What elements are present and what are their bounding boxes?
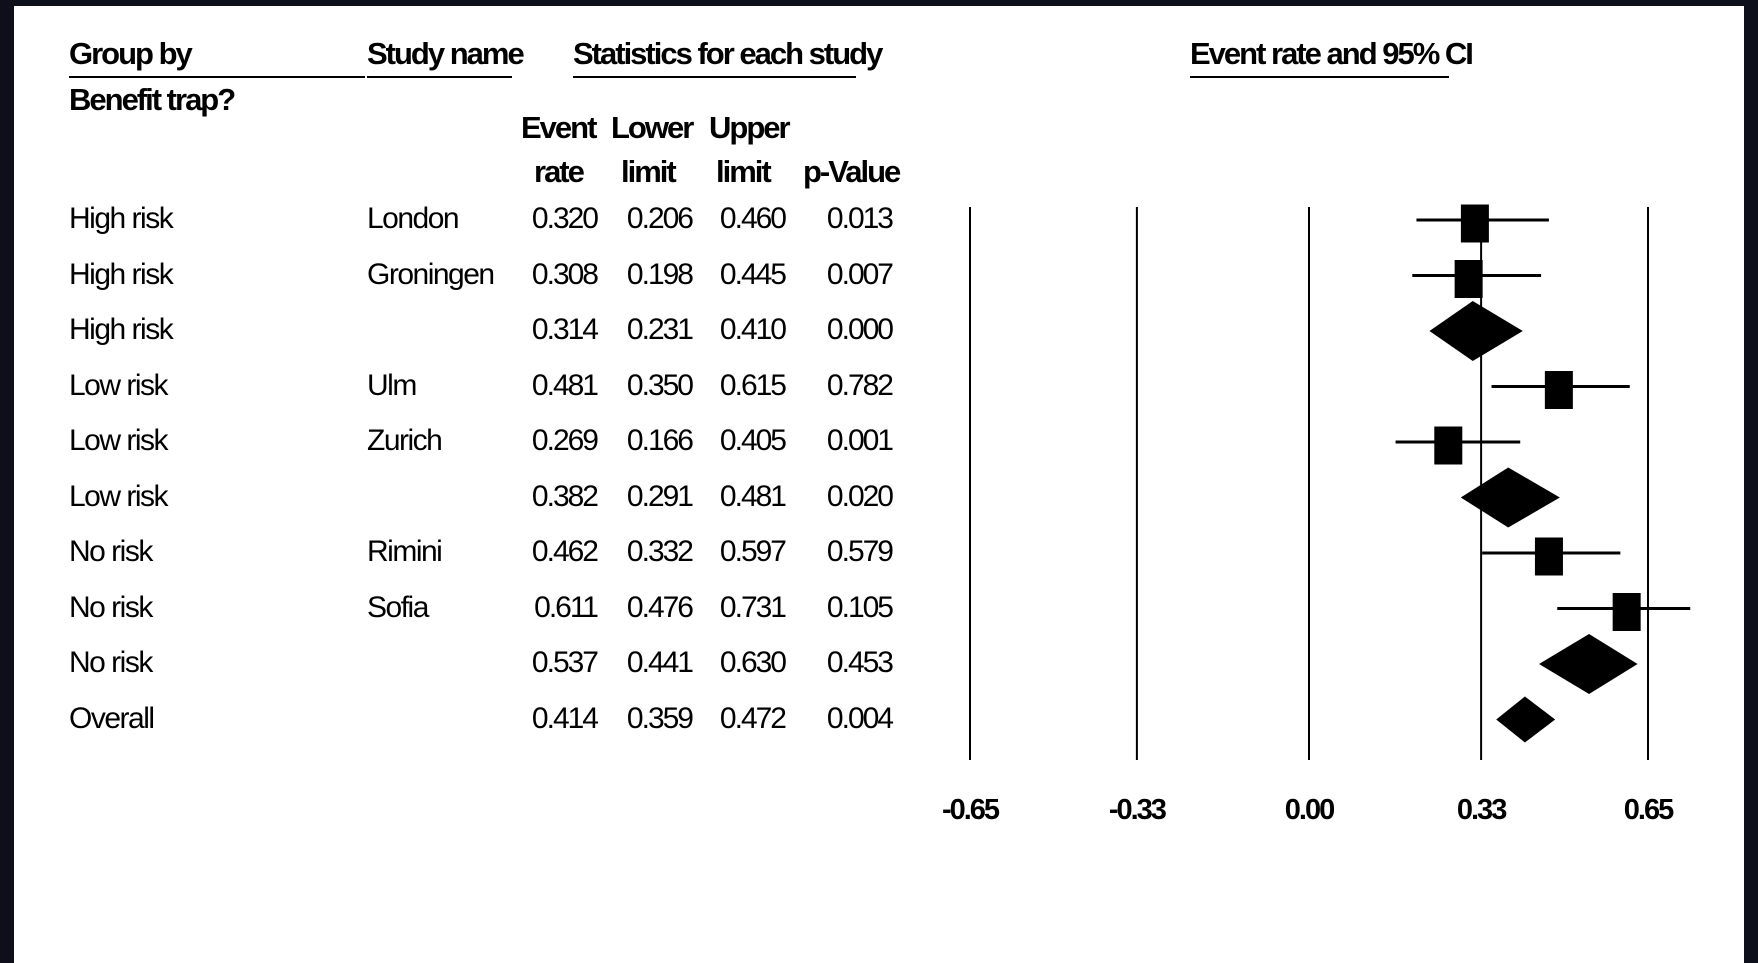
study-name-cell: Zurich [367,424,443,457]
group-cell: Overall [69,701,155,735]
event-rate-col-header-2: rate [534,154,585,189]
event-rate-ci-header: Event rate and 95% CI [1190,36,1474,71]
statistics-underline [573,76,856,78]
lower-limit-col-header-2: limit [621,154,677,189]
p-value-cell: 0.004 [826,701,894,735]
summary-diamond [1429,301,1523,361]
p-value-cell: 0.007 [826,257,894,291]
upper-limit-cell: 0.410 [719,313,787,346]
event-rate-cell: 0.308 [531,257,599,291]
event-rate-cell: 0.269 [531,424,599,457]
p-value-cell: 0.001 [826,424,894,457]
lower-limit-cell: 0.206 [626,202,694,235]
group-cell: Low risk [69,368,169,402]
upper-limit-cell: 0.405 [719,424,787,457]
study-name-underline [367,76,512,78]
p-value-cell: 0.013 [826,202,894,235]
study-name-cell: Ulm [367,368,417,402]
group-cell: No risk [69,646,153,679]
event-rate-cell: 0.481 [531,368,599,402]
group-cell: No risk [69,535,153,568]
p-value-cell: 0.020 [826,479,894,513]
lower-limit-cell: 0.441 [626,646,694,679]
upper-limit-cell: 0.597 [719,535,787,568]
x-tick-label: 0.65 [1624,794,1674,826]
event-rate-ci-underline [1190,76,1449,78]
group-cell: High risk [69,257,174,291]
lower-limit-cell: 0.359 [626,701,694,735]
point-estimate-square [1434,426,1463,465]
event-rate-cell: 0.414 [531,701,599,735]
x-tick-label: 0.33 [1457,794,1507,826]
summary-diamond [1496,696,1556,743]
upper-limit-cell: 0.731 [719,590,787,624]
lower-limit-cell: 0.231 [626,313,694,346]
study-name-cell: Sofia [367,590,429,624]
study-name-cell: Rimini [367,535,443,568]
forest-plot-svg: -0.65 -0.33 0.00 0.33 0.65 [942,204,1691,826]
p-value-cell: 0.105 [826,590,894,624]
lower-limit-col-header-1: Lower [611,110,694,145]
p-value-cell: 0.579 [826,535,894,568]
summary-diamond [1538,634,1638,694]
lower-limit-cell: 0.291 [626,479,694,513]
x-tick-label: -0.65 [942,794,1000,826]
event-rate-cell: 0.537 [531,646,599,679]
p-value-col-header: p-Value [803,154,901,189]
upper-limit-cell: 0.472 [719,701,787,735]
group-cell: High risk [69,313,174,346]
p-value-cell: 0.453 [826,646,894,679]
lower-limit-cell: 0.476 [626,590,694,624]
lower-limit-cell: 0.332 [626,535,694,568]
statistics-header: Statistics for each study [573,36,883,71]
x-tick-label: 0.00 [1285,794,1334,826]
upper-limit-cell: 0.615 [719,368,787,402]
lower-limit-cell: 0.166 [626,424,694,457]
p-value-cell: 0.000 [826,313,894,346]
study-name-cell: Groningen [367,257,495,291]
point-estimate-square [1612,593,1641,631]
lower-limit-cell: 0.350 [626,368,694,402]
x-tick-label: -0.33 [1109,794,1167,826]
point-estimate-square [1534,537,1563,576]
group-by-header: Group by [69,36,193,71]
upper-limit-cell: 0.445 [719,257,787,291]
event-rate-cell: 0.611 [534,590,599,624]
event-rate-cell: 0.462 [531,535,599,568]
event-rate-col-header-1: Event [521,110,597,145]
group-cell: Low risk [69,479,169,513]
study-name-header: Study name [367,36,525,71]
point-estimate-square [1460,204,1489,243]
group-by-header-line2: Benefit trap? [69,82,236,117]
upper-limit-cell: 0.481 [719,479,787,513]
event-rate-cell: 0.320 [531,202,599,235]
upper-limit-col-header-1: Upper [709,110,791,145]
group-cell: No risk [69,590,153,624]
upper-limit-cell: 0.460 [719,202,787,235]
group-cell: High risk [69,202,174,235]
upper-limit-col-header-2: limit [716,154,772,189]
group-by-underline [69,76,365,78]
upper-limit-cell: 0.630 [719,646,787,679]
p-value-cell: 0.782 [826,368,894,402]
group-cell: Low risk [69,424,169,457]
summary-diamond [1460,467,1560,528]
study-name-cell: London [367,202,460,235]
point-estimate-square [1544,371,1573,409]
event-rate-cell: 0.314 [531,313,599,346]
point-estimate-square [1454,260,1483,298]
event-rate-cell: 0.382 [531,479,599,513]
lower-limit-cell: 0.198 [626,257,694,291]
